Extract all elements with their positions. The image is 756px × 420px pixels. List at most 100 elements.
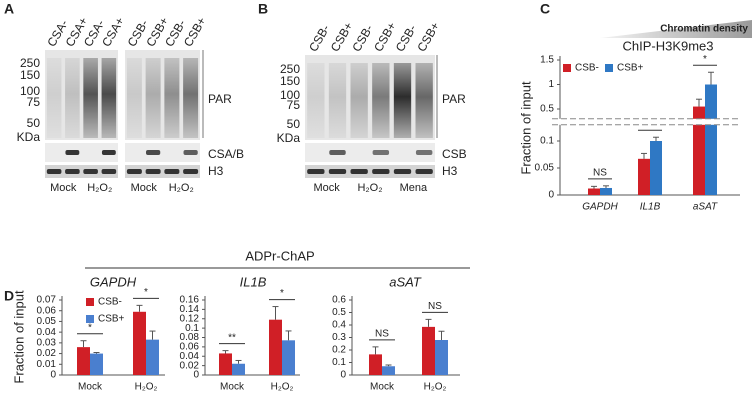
blot-strip [305,165,435,178]
blot-band [393,169,412,174]
y-tick-label: 0.06 [37,305,57,316]
blot-band [65,150,80,155]
legend-label: CSB- [575,63,599,74]
y-tick-label: 0.03 [37,337,57,348]
y-tick-label: 0 [340,370,346,381]
x-tick-label: aSAT [693,202,718,213]
blot-band [83,169,98,174]
density-wedge [600,20,752,38]
legend-swatch [605,64,613,72]
treatment-label: Mena [400,182,428,194]
panel-title: ADPr-ChAP [245,248,314,263]
significance-label: NS [375,329,389,340]
band-label: PAR [442,92,466,106]
marker-label: 50 [27,116,41,130]
significance-label: * [280,288,284,299]
y-tick-label: 0.08 [180,332,200,343]
blot-band [146,150,161,155]
treatment-label: H₂O₂ [169,182,194,194]
y-tick-label: 0 [193,370,199,381]
marker-label: 250 [280,62,300,76]
y-tick-label: 0.1 [332,357,346,368]
y-tick-label: 1.5 [540,55,554,66]
blot-lane [372,63,390,138]
y-tick-label: 0.05 [37,316,57,327]
significance-label: * [144,287,148,298]
legend-swatch [86,315,94,323]
x-tick-label: IL1B [640,202,661,213]
bar [146,339,159,375]
treatment-label: H₂O₂ [87,182,112,194]
legend-label: CSB- [98,297,122,308]
y-tick-label: 0.07 [37,295,57,306]
bar [705,84,717,195]
blot-band [183,150,198,155]
lane-label: CSB- [306,22,332,54]
blot-lane [328,63,347,138]
x-tick-label: H₂O₂ [135,382,158,393]
y-tick-label: 0.02 [180,360,200,371]
blot-band [101,150,116,155]
blot-lane [101,58,117,138]
x-tick-label: Mock [370,382,395,393]
blot-lane [415,63,433,138]
blot-lane [350,63,368,138]
bar [269,319,282,375]
bar [232,363,245,375]
bar [77,347,90,375]
treatment-label: Mock [314,182,341,194]
blot-band [145,169,161,174]
bar [382,366,395,375]
blot-band [350,169,368,174]
treatment-label: Mock [131,182,158,194]
blot-band [372,169,390,174]
y-tick-label: 0.6 [332,295,346,306]
blot-band [46,169,62,174]
panel-label: C [540,1,550,17]
bar [369,354,382,375]
marker-label: 75 [27,95,41,109]
blot-strip [125,143,200,162]
blot-lane [46,58,62,138]
y-axis-label: Fraction of input [518,81,533,175]
blot-band [372,150,390,155]
x-tick-label: H₂O₂ [424,382,447,393]
panel-label: A [4,1,14,17]
significance-label: NS [428,301,442,312]
x-tick-label: Mock [78,382,103,393]
y-tick-label: 0.2 [332,345,346,356]
significance-label: NS [593,167,607,178]
blot-lane [65,58,80,138]
y-tick-label: 0.3 [332,332,346,343]
marker-label: 150 [20,68,40,82]
blot-band [164,169,180,174]
y-tick-label: 0.5 [332,307,346,318]
band-label: CSA/B [208,147,244,161]
band-label: CSB [442,147,467,161]
bar [422,326,435,375]
band-label: PAR [208,92,232,106]
blot-band [307,169,325,174]
significance-label: * [88,322,92,333]
blot-band [65,169,80,174]
y-axis-label: Fraction of input [11,290,26,384]
marker-unit: KDa [17,130,41,144]
blot-strip [45,143,118,162]
y-tick-label: 0.04 [180,351,200,362]
treatment-label: H₂O₂ [357,182,382,194]
blot-band [329,150,346,155]
blot-lane [307,63,325,138]
blot-membrane [305,55,435,140]
y-tick-label: 0.01 [37,359,57,370]
lane-label: CSA+ [99,15,127,49]
significance-label: ** [228,332,236,343]
band-label: H3 [208,164,224,178]
bar [133,311,146,375]
lane-label: CSB+ [414,20,442,54]
y-tick-label: 0.14 [180,304,200,315]
blot-band [101,169,117,174]
y-tick-label: 0.16 [180,295,200,306]
chart-title: GAPDH [90,274,137,289]
significance-label: * [703,54,707,65]
x-tick-label: Mock [220,382,245,393]
